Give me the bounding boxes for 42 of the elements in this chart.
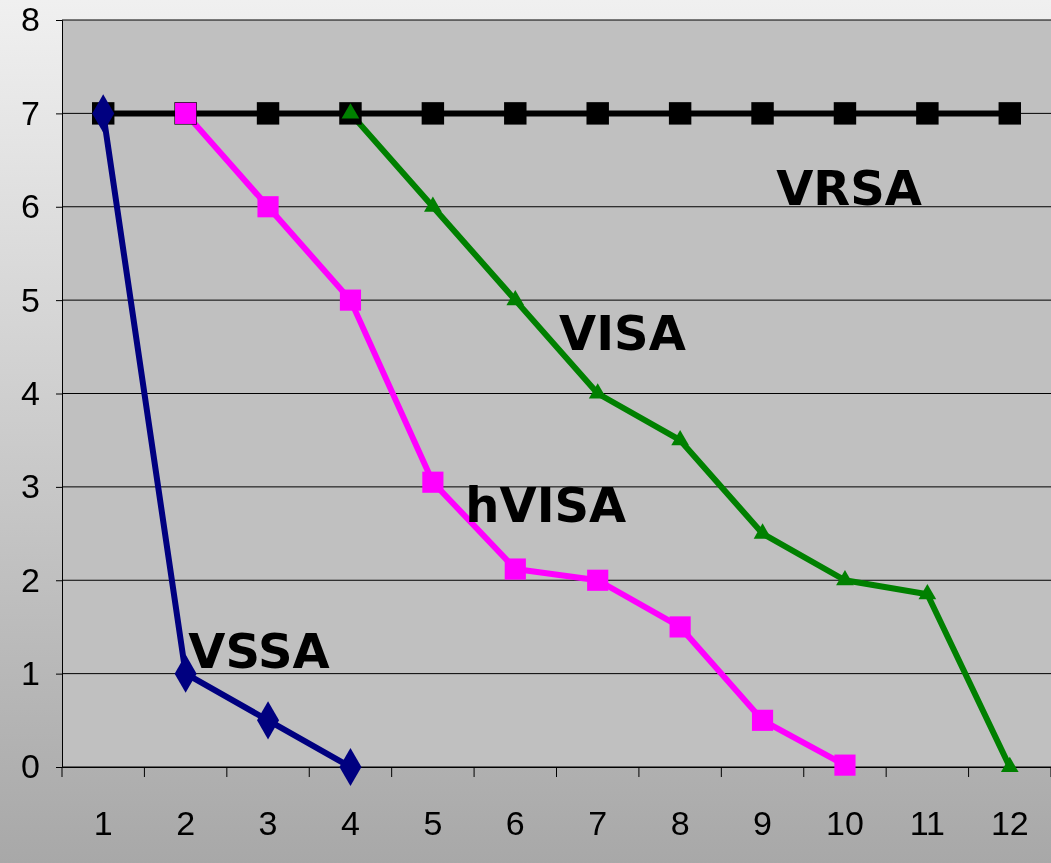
- point: [751, 102, 774, 125]
- point: [998, 102, 1022, 125]
- point: [834, 754, 856, 776]
- x-tick-label: 9: [753, 804, 772, 843]
- point: [504, 558, 526, 580]
- x-tick-label: 10: [826, 804, 864, 843]
- x-tick-label: 4: [341, 804, 360, 843]
- x-tick-label: 5: [423, 804, 443, 843]
- y-tick-label: 0: [21, 747, 40, 786]
- y-tick-label: 2: [21, 560, 40, 599]
- y-tick-label: 7: [21, 93, 40, 132]
- point: [587, 569, 609, 591]
- point: [669, 616, 691, 638]
- point: [833, 102, 857, 125]
- x-tick-label: 3: [258, 804, 278, 843]
- point: [668, 102, 692, 125]
- point: [504, 102, 527, 125]
- x-tick-label: 12: [990, 804, 1029, 843]
- x-tick-label: 1: [93, 804, 113, 843]
- x-tick-label: 2: [176, 804, 196, 843]
- series-label: VSSA: [188, 623, 330, 680]
- x-tick-label: 8: [670, 804, 690, 843]
- y-tick-label: 4: [21, 373, 40, 412]
- x-tick-label: 7: [588, 804, 608, 843]
- y-tick-label: 5: [21, 280, 40, 319]
- series-label: VRSA: [776, 159, 922, 216]
- point: [339, 289, 362, 311]
- point: [422, 471, 444, 493]
- series-label: hVISA: [465, 477, 627, 534]
- point: [916, 102, 939, 125]
- point: [751, 709, 774, 731]
- point: [257, 196, 279, 218]
- y-tick-label: 3: [21, 467, 40, 506]
- x-tick-label: 6: [505, 804, 525, 843]
- x-tick-label: 11: [909, 804, 946, 843]
- point: [421, 102, 445, 125]
- series-label: VISA: [559, 304, 686, 361]
- y-tick-label: 6: [21, 187, 40, 226]
- y-tick-label: 1: [21, 654, 40, 693]
- y-tick-label: 8: [21, 0, 40, 39]
- point: [586, 102, 609, 125]
- point: [256, 102, 280, 125]
